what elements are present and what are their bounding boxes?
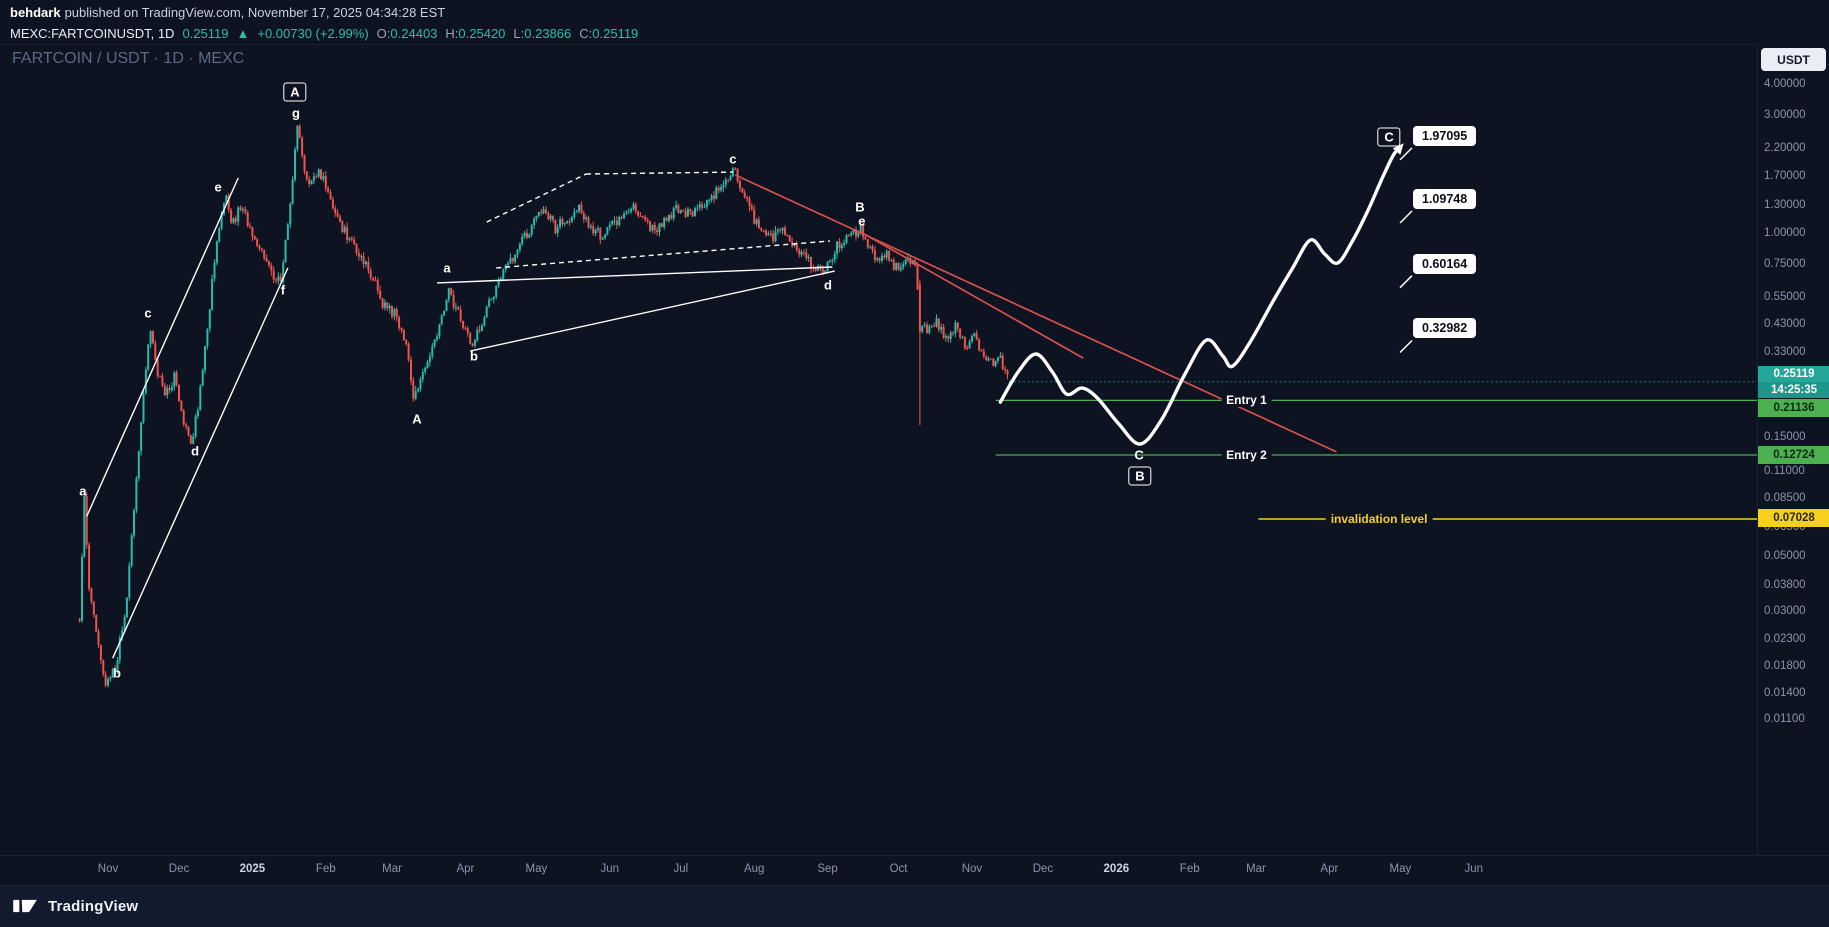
entry1-price-tag: 0.21136 bbox=[1758, 398, 1829, 417]
time-tick: Dec bbox=[1032, 863, 1054, 875]
time-tick: Apr bbox=[1320, 863, 1339, 875]
currency-toggle-button[interactable]: USDT bbox=[1761, 48, 1826, 71]
publish-info: published on TradingView.com, November 1… bbox=[64, 4, 446, 20]
price-tick: 0.11000 bbox=[1764, 464, 1805, 477]
time-tick: Apr bbox=[456, 863, 475, 875]
price-tick: 0.75000 bbox=[1764, 257, 1806, 270]
price-tick: 0.03000 bbox=[1764, 604, 1806, 617]
price-change: +0.00730 (+2.99%) bbox=[257, 26, 369, 41]
price-tick: 1.70000 bbox=[1764, 169, 1806, 182]
publish-bar: behdark published on TradingView.com, No… bbox=[10, 0, 445, 24]
time-tick: Jun bbox=[1464, 863, 1484, 875]
price-tick: 0.55000 bbox=[1764, 291, 1806, 304]
author-name[interactable]: behdark bbox=[10, 4, 61, 20]
price-tick: 4.00000 bbox=[1764, 77, 1806, 90]
chart-plot-area[interactable] bbox=[0, 44, 1829, 856]
price-tick: 0.15000 bbox=[1764, 431, 1806, 444]
bar-close-countdown: 14:25:35 bbox=[1758, 381, 1829, 398]
price-tick: 0.03800 bbox=[1764, 579, 1806, 592]
ohlc-low: L:0.23866 bbox=[513, 26, 572, 41]
price-tick: 1.30000 bbox=[1764, 198, 1806, 211]
chart-legend-title: FARTCOIN / USDT · 1D · MEXC bbox=[12, 50, 245, 67]
up-arrow-icon: ▲ bbox=[236, 26, 250, 41]
price-tick: 0.02300 bbox=[1764, 633, 1806, 646]
price-tick: 2.20000 bbox=[1764, 142, 1806, 155]
time-tick: 2026 bbox=[1103, 863, 1130, 875]
time-tick: Nov bbox=[97, 863, 119, 875]
price-tick: 0.08500 bbox=[1764, 492, 1806, 505]
price-tick: 0.33000 bbox=[1764, 346, 1806, 359]
time-tick: Mar bbox=[1246, 863, 1266, 875]
ohlc-close: C:0.25119 bbox=[579, 26, 639, 41]
price-tick: 0.05000 bbox=[1764, 549, 1806, 562]
entry2-price-tag: 0.12724 bbox=[1758, 446, 1829, 465]
time-tick: May bbox=[525, 863, 548, 875]
ohlc-high: H:0.25420 bbox=[445, 26, 506, 41]
time-tick: Feb bbox=[315, 863, 336, 875]
price-axis[interactable]: USDT 0.25119 14:25:35 0.21136 0.12724 0.… bbox=[1757, 44, 1829, 855]
current-price-value: 0.25119 bbox=[1758, 365, 1829, 382]
time-tick: Jul bbox=[673, 863, 689, 875]
time-tick: Sep bbox=[817, 863, 838, 875]
time-tick: Mar bbox=[382, 863, 402, 875]
ohlc-open: O:0.24403 bbox=[376, 26, 438, 41]
last-price: 0.25119 bbox=[182, 26, 229, 41]
time-tick: Jun bbox=[600, 863, 620, 875]
tradingview-logo[interactable] bbox=[12, 898, 39, 915]
price-tick: 0.01100 bbox=[1764, 712, 1805, 725]
symbol-info-bar: MEXC:FARTCOINUSDT, 1D 0.25119 ▲ +0.00730… bbox=[10, 23, 638, 44]
price-tick: 0.01400 bbox=[1764, 686, 1806, 699]
symbol-name: MEXC:FARTCOINUSDT, 1D bbox=[10, 26, 175, 41]
time-axis[interactable]: Nov Dec 2025 Feb Mar Apr May Jun Jul Aug Sep Oct Nov… bbox=[0, 855, 1829, 886]
time-tick: Dec bbox=[168, 863, 190, 875]
invalidation-price-tag: 0.07028 bbox=[1758, 508, 1829, 527]
time-tick: Oct bbox=[889, 863, 908, 875]
time-tick: Feb bbox=[1179, 863, 1200, 875]
time-tick: Nov bbox=[961, 863, 983, 875]
tradingview-wordmark[interactable]: TradingView bbox=[48, 898, 139, 915]
time-tick: Aug bbox=[743, 863, 765, 875]
current-price-tag: 0.25119 14:25:35 bbox=[1758, 365, 1829, 398]
price-tick: 1.00000 bbox=[1764, 227, 1806, 239]
price-tick: 3.00000 bbox=[1764, 108, 1806, 121]
price-tick: 0.43000 bbox=[1764, 317, 1806, 330]
price-tick: 0.01800 bbox=[1764, 659, 1806, 672]
time-tick: May bbox=[1389, 863, 1412, 875]
footer-bar: TradingView bbox=[0, 885, 1829, 927]
time-tick: 2025 bbox=[239, 863, 266, 875]
